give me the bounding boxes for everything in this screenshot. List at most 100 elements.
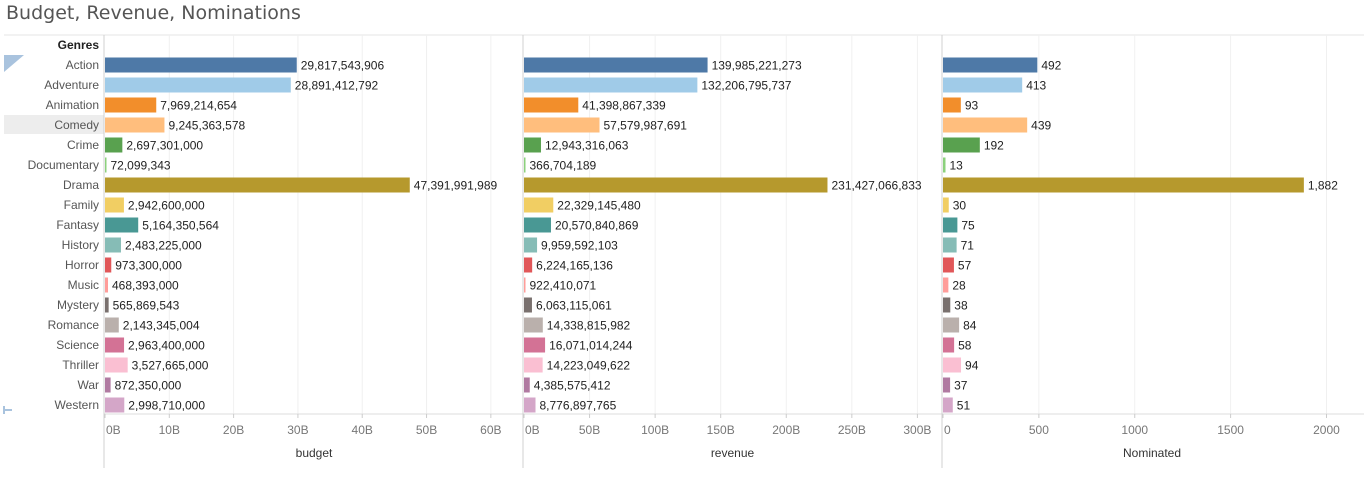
nominated-value-label-mystery: 38	[954, 299, 968, 313]
revenue-value-label-history: 9,959,592,103	[541, 239, 618, 253]
budget-value-label-action: 29,817,543,906	[301, 59, 385, 73]
category-label-action: Action	[66, 58, 99, 72]
budget-bar-western	[105, 397, 125, 413]
revenue-bar-drama	[524, 177, 828, 193]
revenue-bar-action	[524, 57, 708, 73]
revenue-value-label-romance: 14,338,815,982	[547, 319, 631, 333]
nominated-value-label-crime: 192	[984, 139, 1004, 153]
revenue-value-label-comedy: 57,579,987,691	[604, 119, 688, 133]
budget-bar-family	[105, 197, 124, 213]
budget-bar-documentary	[105, 157, 107, 173]
category-label-drama: Drama	[63, 178, 99, 192]
budget-value-label-crime: 2,697,301,000	[126, 139, 203, 153]
revenue-bar-crime	[524, 137, 541, 153]
budget-bar-adventure	[105, 77, 291, 93]
budget-bar-drama	[105, 177, 410, 193]
nominated-value-label-horror: 57	[958, 259, 972, 273]
nominated-bar-action	[943, 57, 1038, 73]
budget-tick-label: 50B	[416, 423, 437, 437]
budget-value-label-drama: 47,391,991,989	[414, 179, 498, 193]
category-label-western: Western	[55, 398, 99, 412]
budget-value-label-documentary: 72,099,343	[111, 159, 171, 173]
revenue-bar-romance	[524, 317, 543, 333]
revenue-tick-label: 200B	[772, 423, 800, 437]
nominated-value-label-family: 30	[953, 199, 967, 213]
revenue-bar-adventure	[524, 77, 698, 93]
labels-layer: Action Adventure Animation Comedy Crime Docum…	[28, 58, 1339, 413]
nominated-tick-label: 2000	[1313, 423, 1340, 437]
budget-value-label-science: 2,963,400,000	[128, 339, 205, 353]
nominated-bar-mystery	[943, 297, 951, 313]
nominated-bar-romance	[943, 317, 960, 333]
bars-layer	[105, 57, 1304, 413]
revenue-value-label-war: 4,385,575,412	[534, 379, 611, 393]
nominated-value-label-fantasy: 75	[961, 219, 975, 233]
nominated-value-label-history: 71	[961, 239, 975, 253]
revenue-tick-label: 50B	[579, 423, 600, 437]
budget-value-label-music: 468,393,000	[112, 279, 179, 293]
budget-value-label-horror: 973,300,000	[115, 259, 182, 273]
nominated-value-label-war: 37	[954, 379, 968, 393]
nominated-bar-horror	[943, 257, 954, 273]
nominated-axis-title: Nominated	[1123, 446, 1181, 460]
nominated-bar-science	[943, 337, 955, 353]
nominated-value-label-music: 28	[952, 279, 966, 293]
budget-bar-romance	[105, 317, 119, 333]
revenue-value-label-animation: 41,398,867,339	[582, 99, 666, 113]
nominated-bar-crime	[943, 137, 980, 153]
revenue-value-label-horror: 6,224,165,136	[536, 259, 613, 273]
revenue-value-label-documentary: 366,704,189	[530, 159, 597, 173]
nominated-value-label-science: 58	[958, 339, 972, 353]
nominated-bar-adventure	[943, 77, 1023, 93]
revenue-bar-western	[524, 397, 536, 413]
category-label-comedy: Comedy	[54, 118, 99, 132]
category-label-adventure: Adventure	[44, 78, 99, 92]
nominated-bar-family	[943, 197, 949, 213]
nominated-value-label-western: 51	[957, 399, 971, 413]
budget-value-label-western: 2,998,710,000	[128, 399, 205, 413]
nominated-tick-label: 1500	[1217, 423, 1244, 437]
budget-value-label-adventure: 28,891,412,792	[295, 79, 379, 93]
budget-bar-thriller	[105, 357, 128, 373]
category-label-romance: Romance	[48, 318, 100, 332]
nominated-value-label-adventure: 413	[1026, 79, 1046, 93]
nominated-bar-animation	[943, 97, 961, 113]
revenue-bar-war	[524, 377, 530, 393]
nominated-bar-history	[943, 237, 957, 253]
revenue-bar-science	[524, 337, 546, 353]
revenue-value-label-thriller: 14,223,049,622	[547, 359, 631, 373]
highlight-row-comedy	[4, 115, 104, 134]
revenue-axis-title: revenue	[711, 446, 755, 460]
category-label-documentary: Documentary	[28, 158, 99, 172]
nominated-bar-comedy	[943, 117, 1028, 133]
category-label-science: Science	[56, 338, 99, 352]
revenue-bar-mystery	[524, 297, 532, 313]
nominated-value-label-drama: 1,882	[1308, 179, 1338, 193]
category-label-war: War	[77, 378, 99, 392]
budget-value-label-romance: 2,143,345,004	[123, 319, 200, 333]
nominated-bar-music	[943, 277, 949, 293]
budget-bar-action	[105, 57, 297, 73]
nominated-value-label-romance: 84	[963, 319, 977, 333]
budget-tick-label: 60B	[480, 423, 501, 437]
nominated-value-label-documentary: 13	[949, 159, 963, 173]
revenue-value-label-crime: 12,943,316,063	[545, 139, 629, 153]
budget-bar-fantasy	[105, 217, 139, 233]
revenue-bar-documentary	[524, 157, 526, 173]
revenue-bar-animation	[524, 97, 579, 113]
category-label-family: Family	[64, 198, 99, 212]
revenue-value-label-music: 922,410,071	[530, 279, 597, 293]
chart-title: Budget, Revenue, Nominations	[6, 2, 301, 24]
nominated-bar-thriller	[943, 357, 962, 373]
budget-bar-music	[105, 277, 109, 293]
category-label-fantasy: Fantasy	[56, 218, 99, 232]
nominated-bar-western	[943, 397, 953, 413]
revenue-value-label-mystery: 6,063,115,061	[536, 299, 612, 313]
nominated-bar-fantasy	[943, 217, 958, 233]
revenue-value-label-adventure: 132,206,795,737	[701, 79, 791, 93]
budget-tick-label: 40B	[352, 423, 373, 437]
revenue-bar-music	[524, 277, 526, 293]
budget-value-label-war: 872,350,000	[115, 379, 182, 393]
nominated-value-label-action: 492	[1041, 59, 1061, 73]
